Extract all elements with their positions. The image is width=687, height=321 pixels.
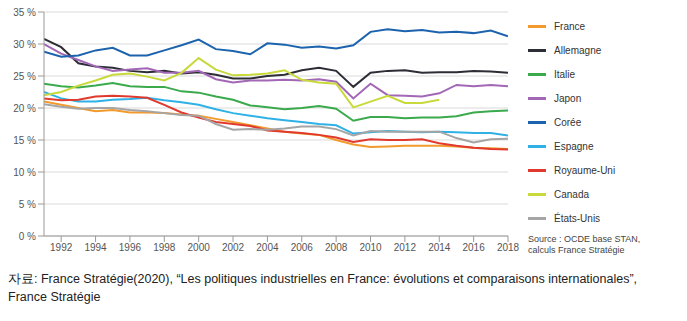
html-text:États-Unis: États-Unis xyxy=(554,212,601,224)
svg-text:15 %: 15 % xyxy=(13,135,36,146)
html-text:자료: France Stratégie(2020), “L: 자료: France Stratégie(2020), “Les politiq… xyxy=(8,272,638,304)
html-text:Italie: Italie xyxy=(554,68,576,80)
svg-text:2002: 2002 xyxy=(222,242,245,253)
html-text:Canada: Canada xyxy=(554,188,589,200)
svg-text:2016: 2016 xyxy=(463,242,486,253)
svg-text:2000: 2000 xyxy=(188,242,211,253)
svg-text:2010: 2010 xyxy=(359,242,382,253)
svg-text:2018: 2018 xyxy=(497,242,520,253)
svg-text:25 %: 25 % xyxy=(13,71,36,82)
svg-text:30 %: 30 % xyxy=(13,39,36,50)
svg-text:1992: 1992 xyxy=(50,242,73,253)
html-text:Allemagne: Allemagne xyxy=(554,44,602,56)
html-text:Source : OCDE base STAN, calcu: Source : OCDE base STAN, calculs France … xyxy=(528,234,641,255)
svg-text:2004: 2004 xyxy=(256,242,279,253)
svg-text:2008: 2008 xyxy=(325,242,348,253)
svg-text:35 %: 35 % xyxy=(13,7,36,18)
svg-text:5 %: 5 % xyxy=(19,199,36,210)
svg-text:10 %: 10 % xyxy=(13,167,36,178)
svg-text:1996: 1996 xyxy=(119,242,142,253)
html-text:Corée: Corée xyxy=(554,116,582,128)
svg-text:2006: 2006 xyxy=(291,242,314,253)
svg-text:1998: 1998 xyxy=(153,242,176,253)
svg-text:1994: 1994 xyxy=(84,242,107,253)
html-text:Royaume-Uni: Royaume-Uni xyxy=(554,164,616,176)
svg-text:20 %: 20 % xyxy=(13,103,36,114)
html-text:Espagne: Espagne xyxy=(554,140,594,152)
svg-text:0 %: 0 % xyxy=(19,231,36,242)
svg-text:2012: 2012 xyxy=(394,242,417,253)
svg-text:2014: 2014 xyxy=(428,242,451,253)
html-text:Japon: Japon xyxy=(554,92,582,104)
html-text:France: France xyxy=(554,20,586,32)
